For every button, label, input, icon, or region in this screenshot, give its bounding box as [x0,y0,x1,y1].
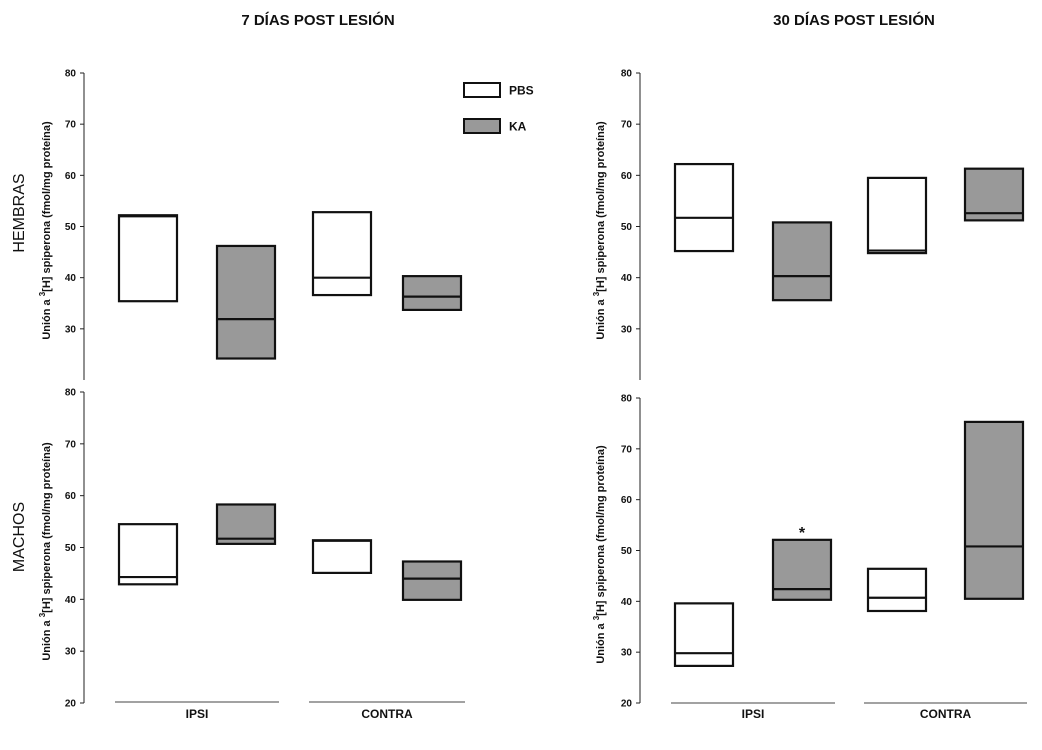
y-tick-label: 50 [65,543,77,554]
box-ka [963,167,1025,222]
y-label-prefix: Unión a [41,617,53,660]
box-ka [215,244,277,360]
y-tick-label: 60 [65,491,77,502]
y-tick-label: 40 [65,273,77,284]
legend-swatch-pbs [463,82,501,98]
box-ka [963,420,1025,600]
y-tick-label: 40 [621,597,633,608]
panel-4: 20 30 40 50 60 70 80 Unión a 3[H] spiperona (fm… [592,394,1027,721]
y-tick-label: 40 [621,273,633,284]
y-tick-label: 60 [621,495,633,506]
title-30-dias: 30 DÍAS POST LESIÓN [773,11,935,29]
box-pbs [673,602,735,667]
y-label-suffix: [H] spiperona (fmol/mg proteína) [41,121,53,292]
y-tick-label: 40 [65,595,77,606]
y-tick-label: 50 [65,222,77,233]
y-label-prefix: Unión a [41,296,53,339]
y-axis-label: Unión a 3[H] spiperona (fmol/mg proteína… [592,121,607,340]
box-ka [215,503,277,545]
legend-label-ka: KA [509,120,527,134]
y-axis-label: Unión a 3[H] spiperona (fmol/mg proteína… [38,442,53,661]
y-label-superscript: 3 [592,291,601,296]
box-pbs [866,176,928,255]
y-tick-label: 30 [621,324,633,335]
category-label: CONTRA [920,707,972,721]
y-label-prefix: Unión a [595,296,607,339]
box-ka [771,221,833,302]
panel-2: 30 40 50 60 70 80 Unión a 3[H] spiperona (fmol… [592,69,1025,380]
y-tick-label: 30 [621,648,633,659]
y-axis-label: Unión a 3[H] spiperona (fmol/mg proteína… [592,445,607,664]
y-label-superscript: 3 [38,291,47,296]
y-tick-label: 70 [65,439,77,450]
y-label-superscript: 3 [592,615,601,620]
y-tick-label: 80 [621,394,633,405]
box-pbs [311,211,373,297]
y-tick-label: 30 [65,324,77,335]
y-label-suffix: [H] spiperona (fmol/mg proteína) [595,121,607,292]
category-label: CONTRA [361,707,413,721]
category-label: IPSI [742,707,765,721]
box-pbs [673,162,735,253]
row-label-hembras: HEMBRAS [11,173,28,252]
legend-swatch-ka [463,118,501,134]
y-tick-label: 20 [621,699,633,710]
category-label: IPSI [186,707,209,721]
y-label-suffix: [H] spiperona (fmol/mg proteína) [595,445,607,616]
y-tick-label: 30 [65,647,77,658]
y-axis-label: Unión a 3[H] spiperona (fmol/mg proteína… [38,121,53,340]
title-7-dias: 7 DÍAS POST LESIÓN [241,11,394,29]
box-pbs [311,539,373,574]
y-tick-label: 50 [621,222,633,233]
y-tick-label: 20 [65,699,77,710]
y-tick-label: 60 [65,171,77,182]
panel-3: 20 30 40 50 60 70 80 Unión a 3[H] spiperona (fm… [38,388,465,721]
y-label-prefix: Unión a [595,620,607,663]
row-label-machos: MACHOS [11,502,28,572]
legend-label-pbs: PBS [509,84,534,98]
legend: PBS KA [463,82,534,134]
y-tick-label: 80 [65,388,77,399]
significance-marker: * [799,525,806,542]
y-tick-label: 60 [621,171,633,182]
y-tick-label: 80 [65,69,77,80]
y-tick-label: 70 [621,444,633,455]
box-ka [771,538,833,601]
box-ka [401,275,463,312]
y-tick-label: 80 [621,69,633,80]
y-label-superscript: 3 [38,612,47,617]
box-pbs [117,523,179,586]
box-ka [401,560,463,601]
box-pbs [866,567,928,613]
y-tick-label: 70 [65,120,77,131]
y-label-suffix: [H] spiperona (fmol/mg proteína) [41,442,53,613]
y-tick-label: 50 [621,546,633,557]
panel-1: 30 40 50 60 70 80 Unión a 3[H] spiperona (fmol… [38,69,463,380]
box-pbs [117,214,179,303]
y-tick-label: 70 [621,120,633,131]
